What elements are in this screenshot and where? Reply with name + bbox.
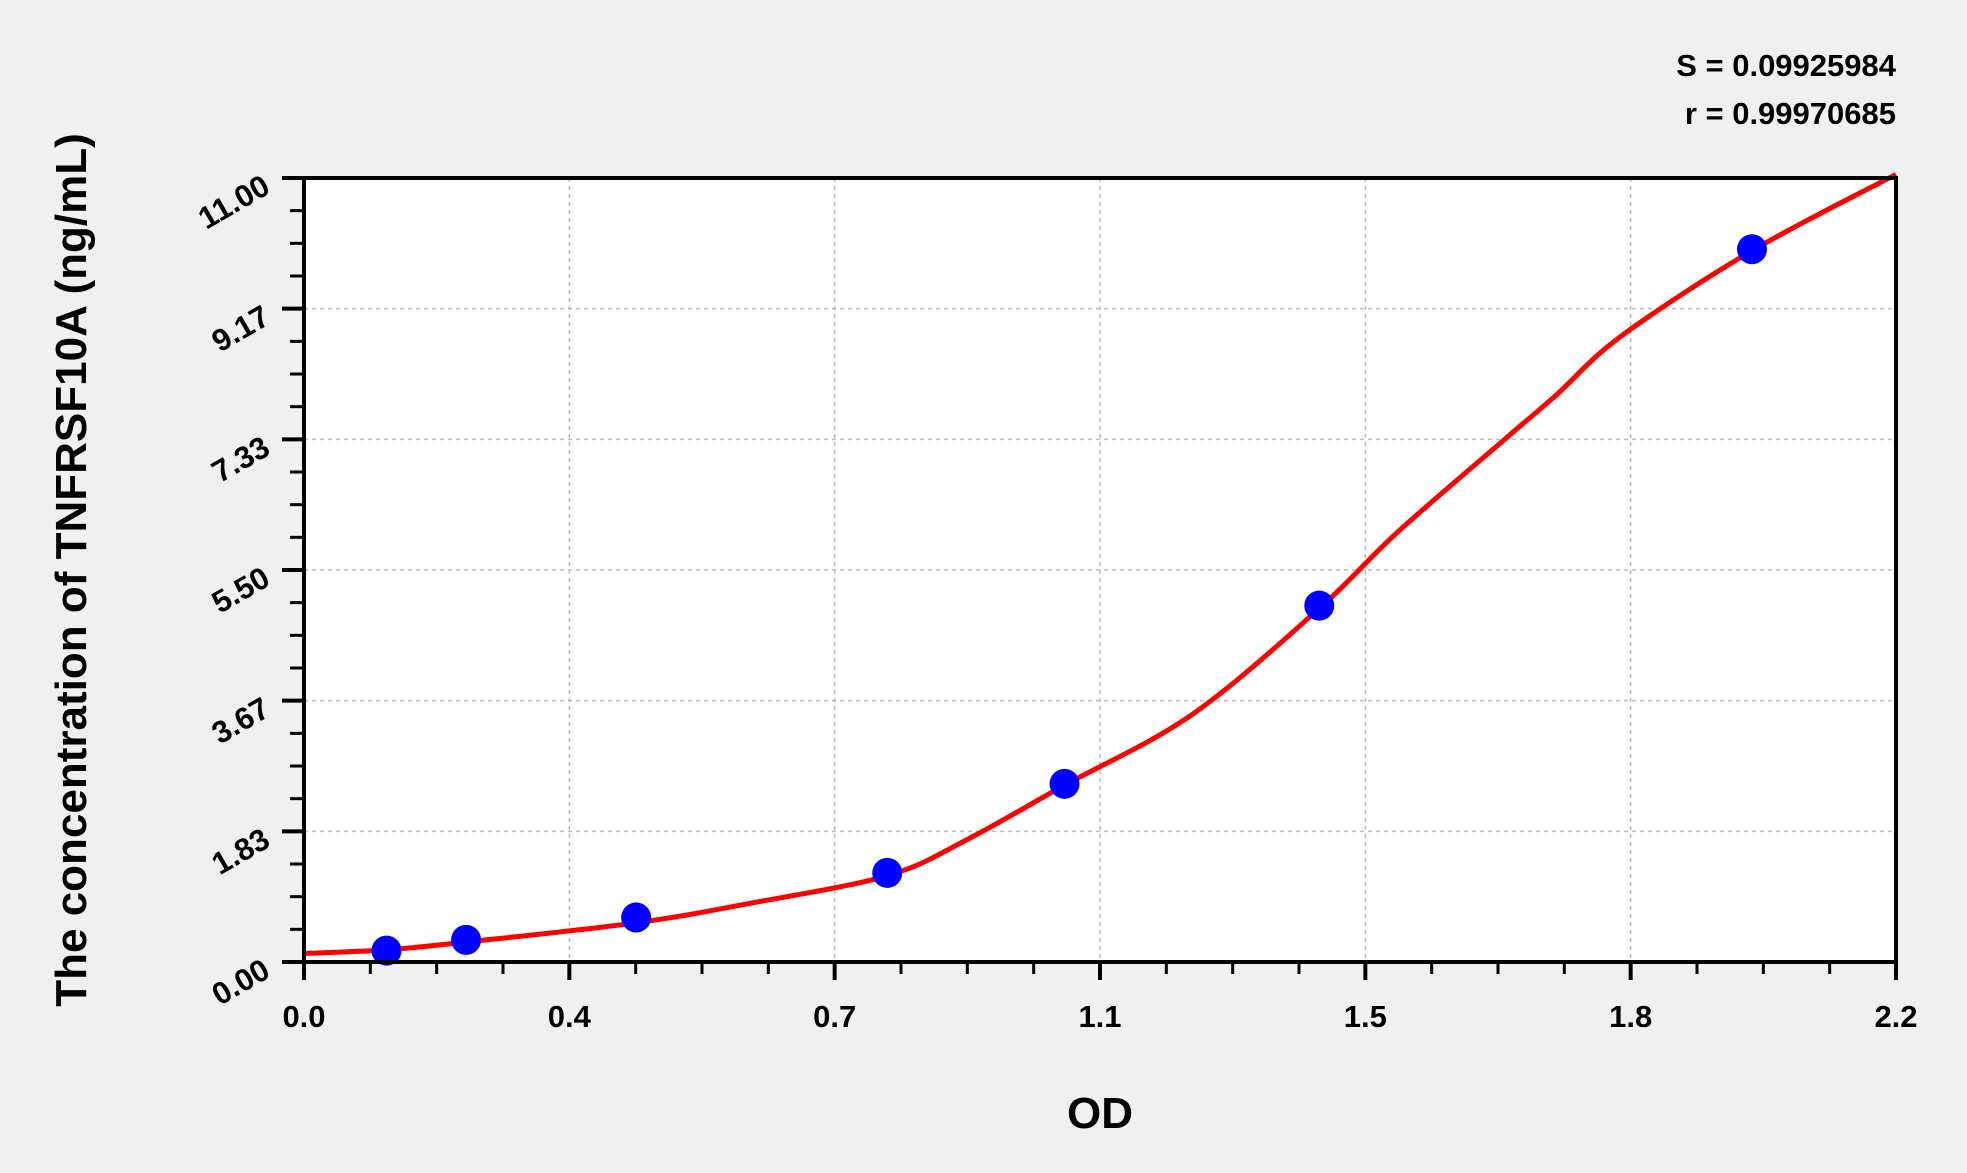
y-axis-label: The concentration of TNFRSF10A (ng/mL): [47, 133, 96, 1006]
data-point: [451, 924, 482, 955]
x-tick-label: 0.7: [813, 999, 856, 1034]
data-point: [1304, 590, 1335, 621]
data-point: [1049, 768, 1080, 799]
data-point: [371, 935, 402, 966]
fitted-curve-layer: [303, 172, 1898, 956]
data-point: [872, 857, 903, 888]
annotation-r-value: r = 0.99970685: [1685, 96, 1896, 131]
fitted-curve: [303, 172, 1898, 956]
x-axis-label: OD: [1067, 1089, 1133, 1138]
x-tick-label: 1.5: [1344, 999, 1387, 1034]
x-tick-label: 0.0: [282, 999, 325, 1034]
grid: [304, 178, 1896, 962]
annotation-s-value: S = 0.09925984: [1676, 48, 1897, 83]
x-tick-labels: 0.0 0.4 0.7 1.1 1.5 1.8 2.2: [282, 999, 1917, 1034]
data-point: [1736, 234, 1767, 265]
x-tick-label: 1.8: [1609, 999, 1652, 1034]
data-points-layer: [371, 234, 1767, 966]
data-point: [621, 902, 652, 933]
x-tick-label: 0.4: [548, 999, 592, 1034]
x-tick-label: 1.1: [1078, 999, 1121, 1034]
x-tick-label: 2.2: [1874, 999, 1917, 1034]
plot-frame: [302, 176, 1898, 964]
